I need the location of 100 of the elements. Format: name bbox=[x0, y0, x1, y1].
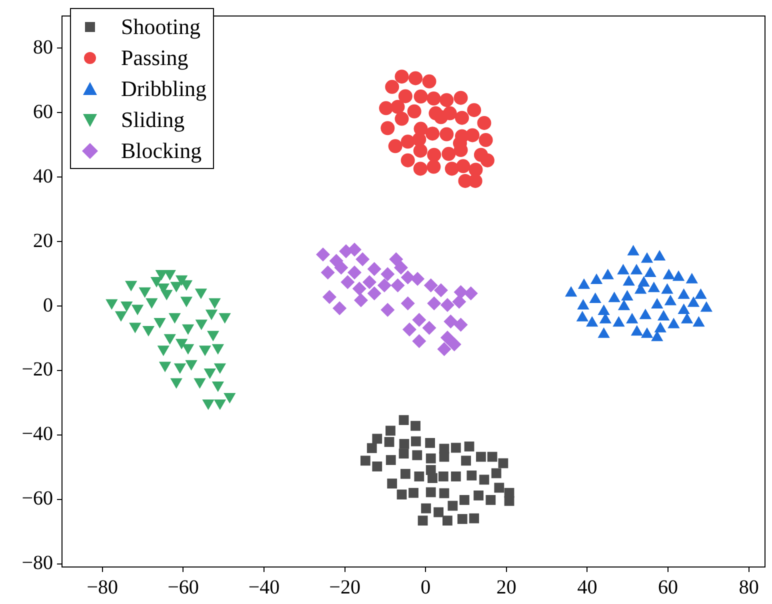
point bbox=[464, 442, 474, 452]
point bbox=[444, 162, 459, 176]
point bbox=[414, 90, 428, 104]
y-tick-label: −80 bbox=[22, 552, 53, 574]
point bbox=[387, 478, 398, 488]
point bbox=[439, 488, 450, 498]
point bbox=[360, 456, 370, 466]
point bbox=[476, 452, 486, 462]
point bbox=[427, 296, 442, 310]
y-tick-label: 80 bbox=[33, 36, 53, 58]
point bbox=[413, 144, 428, 158]
point bbox=[440, 127, 454, 142]
point bbox=[380, 302, 395, 317]
point bbox=[437, 342, 452, 356]
point bbox=[412, 312, 426, 327]
y-tick-label: −40 bbox=[22, 423, 53, 446]
point bbox=[504, 496, 514, 506]
point bbox=[390, 100, 405, 114]
point bbox=[402, 322, 416, 337]
point bbox=[447, 337, 462, 352]
point bbox=[454, 318, 468, 332]
point bbox=[478, 133, 493, 148]
point bbox=[466, 470, 477, 480]
point bbox=[450, 472, 461, 482]
point bbox=[491, 468, 502, 478]
point bbox=[413, 162, 428, 176]
point bbox=[464, 286, 478, 300]
point bbox=[426, 160, 441, 174]
point bbox=[421, 503, 431, 514]
point bbox=[444, 314, 458, 328]
point bbox=[410, 420, 420, 431]
point bbox=[442, 146, 456, 161]
point bbox=[426, 91, 441, 106]
point bbox=[426, 487, 436, 498]
point bbox=[461, 456, 471, 466]
point bbox=[380, 121, 395, 136]
point bbox=[348, 242, 362, 257]
point bbox=[426, 453, 436, 464]
point bbox=[400, 153, 415, 168]
point bbox=[316, 247, 330, 262]
legend-label: Dribbling bbox=[121, 75, 207, 103]
point bbox=[367, 262, 382, 276]
point bbox=[498, 458, 508, 468]
x-tick-label: −40 bbox=[248, 576, 280, 598]
point bbox=[425, 438, 436, 448]
legend-label: Shooting bbox=[121, 13, 200, 41]
point bbox=[440, 93, 454, 108]
point bbox=[468, 174, 482, 188]
point bbox=[590, 274, 603, 284]
point bbox=[414, 472, 424, 482]
point bbox=[651, 298, 664, 309]
point bbox=[410, 436, 421, 446]
point bbox=[399, 438, 410, 449]
point bbox=[678, 304, 690, 314]
point bbox=[412, 334, 426, 348]
point bbox=[427, 148, 442, 162]
point bbox=[422, 74, 436, 88]
point bbox=[439, 452, 450, 462]
point bbox=[362, 275, 376, 290]
point bbox=[386, 426, 396, 436]
point bbox=[394, 70, 409, 84]
x-tick-label: 0 bbox=[420, 576, 431, 598]
x-tick-label: −60 bbox=[168, 576, 199, 598]
point bbox=[377, 278, 392, 292]
point bbox=[412, 450, 422, 460]
point bbox=[474, 490, 484, 500]
x-tick-label: 40 bbox=[577, 576, 598, 598]
point bbox=[352, 282, 366, 296]
x-tick-label: 20 bbox=[496, 576, 516, 598]
point bbox=[422, 320, 436, 335]
point bbox=[388, 139, 402, 154]
point bbox=[389, 252, 404, 266]
point bbox=[425, 126, 440, 141]
point bbox=[394, 260, 408, 275]
point bbox=[400, 296, 415, 310]
point bbox=[394, 112, 409, 126]
point bbox=[396, 490, 407, 500]
point bbox=[372, 462, 382, 472]
point bbox=[434, 110, 448, 124]
point bbox=[348, 265, 362, 280]
point bbox=[385, 80, 400, 94]
point bbox=[412, 132, 426, 146]
point bbox=[487, 452, 498, 462]
x-tick-label: 80 bbox=[738, 576, 759, 598]
point bbox=[452, 294, 466, 309]
point bbox=[480, 153, 494, 168]
y-tick-label: 20 bbox=[33, 230, 53, 252]
point bbox=[398, 448, 409, 459]
point bbox=[320, 265, 335, 280]
point bbox=[400, 270, 415, 284]
point bbox=[440, 330, 454, 345]
point bbox=[372, 434, 382, 444]
point bbox=[354, 293, 368, 308]
y-tick-label: 0 bbox=[43, 294, 53, 316]
legend-label: Passing bbox=[121, 44, 188, 72]
point bbox=[400, 134, 415, 149]
point bbox=[442, 516, 452, 526]
point bbox=[332, 301, 347, 316]
point bbox=[434, 507, 444, 518]
point bbox=[438, 472, 448, 482]
